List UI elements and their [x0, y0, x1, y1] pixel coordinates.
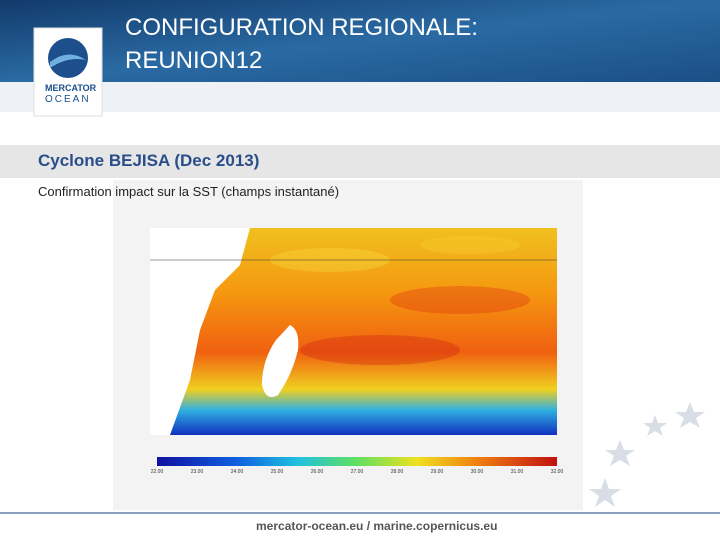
africa-coast	[150, 228, 250, 435]
section-bar	[0, 145, 720, 178]
colorbar	[157, 457, 557, 466]
colorbar-label: 22.00	[151, 469, 164, 475]
section-title: Cyclone BEJISA (Dec 2013)	[38, 151, 260, 170]
banner	[0, 0, 720, 82]
colorbar-label: 30.00	[471, 469, 484, 475]
footer-text: mercator-ocean.eu / marine.copernicus.eu	[256, 519, 498, 533]
colorbar-label: 24.00	[231, 469, 244, 475]
caption: Confirmation impact sur la SST (champs i…	[38, 184, 340, 199]
logo-text: MERCATOR	[45, 83, 97, 93]
colorbar-label: 23.00	[191, 469, 204, 475]
banner-fade	[0, 82, 720, 112]
colorbar-label: 27.00	[351, 469, 364, 475]
logo-wave	[50, 54, 86, 68]
colorbar-label: 32.00	[551, 469, 564, 475]
stars	[589, 402, 705, 507]
logo-text: OCEAN	[45, 94, 91, 105]
colorbar-label: 29.00	[431, 469, 444, 475]
title: REUNION12	[125, 47, 263, 74]
colorbar-label: 31.00	[511, 469, 524, 475]
colorbar-label: 25.00	[271, 469, 284, 475]
title: CONFIGURATION REGIONALE:	[125, 14, 478, 41]
colorbar-label: 28.00	[391, 469, 404, 475]
colorbar-label: 26.00	[311, 469, 324, 475]
madagascar	[262, 325, 299, 398]
sst-texture	[270, 236, 530, 365]
